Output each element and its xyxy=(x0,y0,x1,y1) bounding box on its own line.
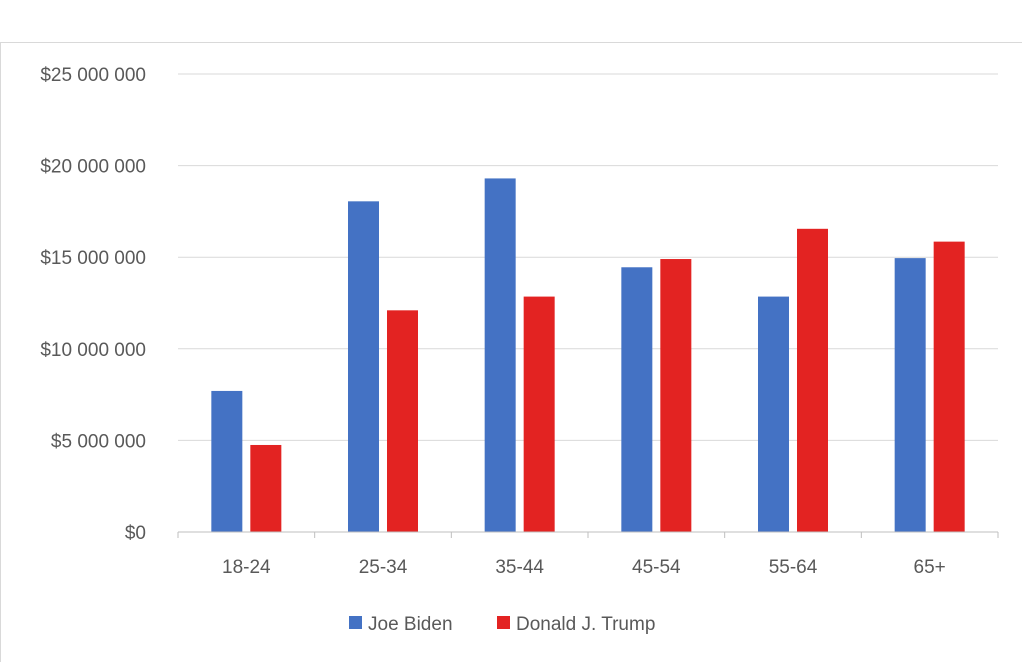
y-axis-tick-labels: $0 $5 000 000 $10 000 000 $15 000 000 $20 00… xyxy=(40,65,146,544)
bars xyxy=(211,178,965,533)
bar-chart: $0 $5 000 000 $10 000 000 $15 000 000 $20 00… xyxy=(40,65,999,635)
y-tick-label: $25 000 000 xyxy=(40,65,146,86)
x-tick-label: 45-54 xyxy=(632,557,681,578)
legend: Joe Biden Donald J. Trump xyxy=(349,614,655,635)
x-tick-label: 35-44 xyxy=(495,557,544,578)
bar xyxy=(250,444,282,532)
legend-label: Donald J. Trump xyxy=(516,614,655,635)
bar xyxy=(211,390,243,532)
x-tick-label: 55-64 xyxy=(769,557,818,578)
y-tick-label: $15 000 000 xyxy=(40,248,146,269)
bar xyxy=(660,259,692,532)
bar xyxy=(348,201,379,532)
x-tick-label: 65+ xyxy=(914,557,946,578)
y-tick-label: $0 xyxy=(125,523,146,544)
x-tick-label: 18-24 xyxy=(222,557,271,578)
y-tick-label: $5 000 000 xyxy=(51,431,146,452)
chart-frame xyxy=(0,42,1022,662)
bar xyxy=(484,178,516,532)
bar xyxy=(797,228,828,532)
x-axis-tick-labels: 18-24 25-34 35-44 45-54 55-64 65+ xyxy=(222,557,946,578)
bar xyxy=(758,296,789,532)
legend-label: Joe Biden xyxy=(368,614,453,635)
legend-swatch xyxy=(497,616,510,629)
x-tick-label: 25-34 xyxy=(359,557,408,578)
bar xyxy=(387,310,418,532)
gridlines xyxy=(178,73,998,441)
bar xyxy=(933,241,965,533)
legend-swatch xyxy=(349,616,362,629)
y-tick-label: $10 000 000 xyxy=(40,340,146,361)
bar xyxy=(621,267,653,532)
bar xyxy=(523,296,555,532)
x-axis xyxy=(177,531,999,538)
y-tick-label: $20 000 000 xyxy=(40,157,146,178)
bar xyxy=(894,258,926,532)
